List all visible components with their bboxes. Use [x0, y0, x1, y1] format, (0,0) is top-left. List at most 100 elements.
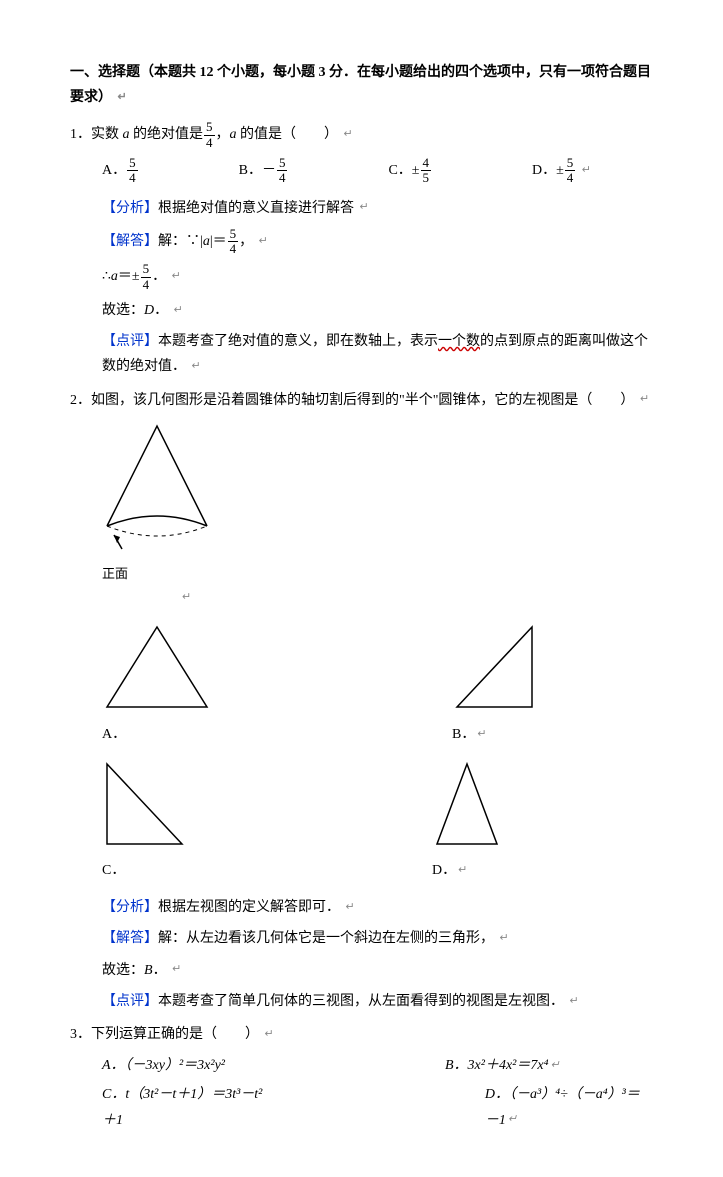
- opt-label: C．±: [388, 163, 419, 178]
- return-mark: ↵: [640, 393, 649, 405]
- conc-frac: 54: [141, 262, 152, 292]
- q1-guxuan: 故选：D． ↵: [70, 298, 653, 323]
- conc-pre: ∴: [102, 269, 111, 284]
- opt-label: A．: [102, 727, 126, 742]
- frac-num: 4: [421, 156, 432, 170]
- jieda-label: 【解答】: [102, 931, 158, 946]
- frac-den: 4: [127, 170, 138, 185]
- q3-option-d: D．（－a³）⁴÷（－a⁴）³＝－1↵: [485, 1082, 653, 1132]
- jieda-frac: 54: [228, 227, 239, 257]
- return-mark: ↵: [182, 591, 191, 603]
- q1-option-b: B．－54: [239, 156, 289, 186]
- frac-den: 4: [204, 135, 215, 150]
- q1-option-d: D．±54 ↵: [532, 156, 591, 186]
- q1-option-a: A．54: [102, 156, 139, 186]
- half-cone-svg: [102, 421, 212, 551]
- conc-after: ．: [152, 269, 166, 284]
- q2-option-c: C．: [102, 759, 192, 883]
- q3-row2: C．t（3t²－t＋1）＝3t³－t²＋1 D．（－a³）⁴÷（－a⁴）³＝－1…: [102, 1082, 653, 1132]
- triangle-narrow-svg: [432, 759, 502, 849]
- return-mark: ↵: [458, 864, 467, 876]
- conc-var: a: [111, 269, 118, 284]
- answer: D: [144, 303, 154, 318]
- triangle-right-left-svg: [452, 622, 542, 712]
- return-mark: ↵: [344, 128, 353, 140]
- q2-jieda: 【解答】解：从左边看该几何体它是一个斜边在左侧的三角形， ↵: [70, 926, 653, 951]
- frac-num: 5: [228, 227, 239, 241]
- fenxi-text: 根据左视图的定义解答即可．: [158, 900, 340, 915]
- return-mark: ↵: [346, 901, 355, 913]
- return-mark: ↵: [259, 235, 268, 247]
- q2-options-row2: C． D．↵: [70, 759, 653, 883]
- dianping-text: 本题考查了简单几何体的三视图，从左面看得到的视图是左视图．: [158, 994, 564, 1009]
- return-mark: ↵: [118, 91, 127, 103]
- jieda-pre: 解：∵|: [158, 234, 203, 249]
- q1-options: A．54 B．－54 C．±45 D．±54 ↵: [70, 156, 653, 186]
- q1-var2: a: [230, 127, 237, 142]
- q3-row1: A．（－3xy）²＝3x²y² B．3x²＋4x²＝7x⁴↵: [102, 1053, 653, 1078]
- opt-label: A．: [102, 163, 126, 178]
- return-mark: ↵: [265, 1028, 274, 1040]
- q2-stem-text: 2．如图，该几何图形是沿着圆锥体的轴切割后得到的"半个"圆锥体，它的左视图是（ …: [70, 393, 634, 408]
- q1-stem: 1．实数 a 的绝对值是54，a 的值是（ ） ↵: [70, 120, 653, 150]
- return-mark: ↵: [550, 1059, 559, 1071]
- q2-cone-figure: 正面 ↵: [70, 421, 653, 611]
- conc-mid: ＝±: [118, 269, 140, 284]
- dianping-wavy: 一个数: [438, 334, 480, 349]
- q3-stem: 3．下列运算正确的是（ ） ↵: [70, 1022, 653, 1047]
- opt-frac: 54: [127, 156, 138, 186]
- frac-num: 5: [127, 156, 138, 170]
- opt-frac: 54: [565, 156, 576, 186]
- frac-den: 4: [565, 170, 576, 185]
- frac-num: 5: [204, 120, 215, 134]
- q1-dianping: 【点评】本题考查了绝对值的意义，即在数轴上，表示一个数的点到原点的距离叫做这个数…: [70, 329, 653, 379]
- q1-conclusion: ∴a＝±54． ↵: [70, 262, 653, 292]
- opt-label: C．: [102, 863, 125, 878]
- jieda-var: a: [203, 234, 210, 249]
- q2-guxuan: 故选：B． ↵: [70, 958, 653, 983]
- dianping-label: 【点评】: [102, 334, 158, 349]
- dianping-text1: 本题考查了绝对值的意义，即在数轴上，表示: [158, 334, 438, 349]
- q2-option-b: B．↵: [452, 622, 542, 746]
- opt-label: D．: [432, 863, 456, 878]
- return-mark: ↵: [508, 1113, 517, 1125]
- triangle-right-right-svg: [102, 759, 192, 849]
- opt-label: B．－: [239, 163, 276, 178]
- q1-mid: 的绝对值是: [130, 127, 204, 142]
- q2-option-a: A．: [102, 622, 212, 746]
- frac-den: 4: [277, 170, 288, 185]
- section-title-text: 一、选择题（本题共 12 个小题，每小题 3 分．在每小题给出的四个选项中，只有…: [70, 65, 651, 105]
- q1-pre: 1．实数: [70, 127, 123, 142]
- q2-dianping: 【点评】本题考查了简单几何体的三视图，从左面看得到的视图是左视图． ↵: [70, 989, 653, 1014]
- q1-after: ，: [216, 127, 230, 142]
- q1-fenxi: 【分析】根据绝对值的意义直接进行解答 ↵: [70, 196, 653, 221]
- q2-options-row1: A． B．↵: [70, 622, 653, 746]
- dot: ．: [154, 303, 168, 318]
- frac-den: 5: [421, 170, 432, 185]
- frac-den: 4: [141, 277, 152, 292]
- front-label: 正面: [102, 562, 653, 585]
- q1-end: 的值是（ ）: [237, 127, 339, 142]
- q1-option-c: C．±45: [388, 156, 432, 186]
- q1-var: a: [123, 127, 130, 142]
- q2-option-d: D．↵: [432, 759, 502, 883]
- q2-fenxi: 【分析】根据左视图的定义解答即可． ↵: [70, 895, 653, 920]
- q3-stem-text: 3．下列运算正确的是（ ）: [70, 1027, 259, 1042]
- opt-frac: 54: [277, 156, 288, 186]
- guxuan-text: 故选：: [102, 303, 144, 318]
- triangle-isoceles-svg: [102, 622, 212, 712]
- return-mark: ↵: [477, 728, 486, 740]
- frac-num: 5: [141, 262, 152, 276]
- q1-jieda: 【解答】解：∵|a|＝54， ↵: [70, 227, 653, 257]
- guxuan-text: 故选：: [102, 963, 144, 978]
- q3-option-b: B．3x²＋4x²＝7x⁴↵: [445, 1053, 560, 1078]
- answer: B: [144, 963, 153, 978]
- return-mark: ↵: [172, 963, 181, 975]
- return-mark: ↵: [500, 932, 509, 944]
- dianping-label: 【点评】: [102, 994, 158, 1009]
- q3-option-a: A．（－3xy）²＝3x²y²: [102, 1053, 225, 1078]
- dot: ．: [153, 963, 167, 978]
- fenxi-text: 根据绝对值的意义直接进行解答: [158, 201, 354, 216]
- return-mark: ↵: [360, 201, 369, 213]
- opt-frac: 45: [421, 156, 432, 186]
